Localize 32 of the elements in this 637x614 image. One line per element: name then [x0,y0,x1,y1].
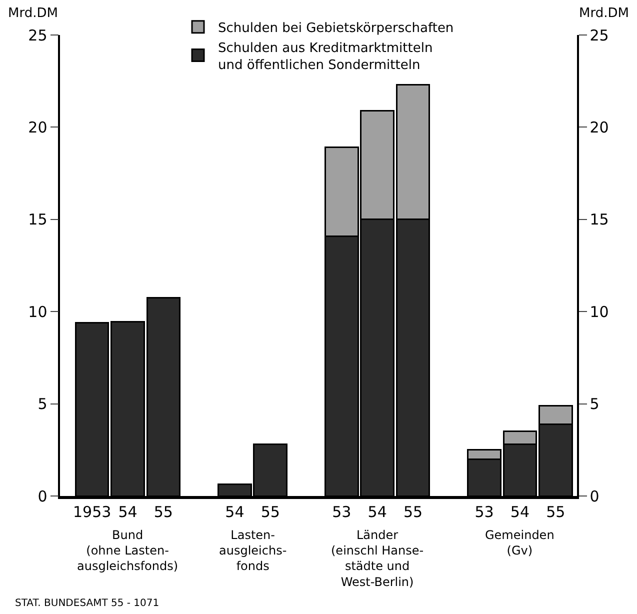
y2-axis-title: Mrd.DM [579,6,629,21]
x-tick-label: 55 [403,503,423,521]
text: STAT. BUNDESAMT 55 - 1071 [15,598,160,609]
y2-tick-label: 25 [590,26,609,44]
x-tick-label: 54 [368,503,387,521]
y2-tick-label: 20 [590,118,609,136]
text: Lasten- ausgleichs- fonds [219,528,287,574]
y-tick-label: 5 [38,395,48,414]
x-tick-label: 1953 [72,503,112,521]
x-tick-label: 55 [260,503,280,521]
y-tick-label: 15 [28,210,48,229]
y2-tick-label: 5 [590,395,600,414]
y-tick-label: 10 [28,302,48,321]
text: Länder (einschl Hanse- städte und West-Berlin) [331,528,424,589]
legend-label: Schulden aus Kreditmarktmitteln und öffentlichen Sondermitteln [218,40,433,73]
y-tick-label: 0 [38,487,48,506]
x-tick-label: 53 [474,503,494,521]
legend-label: Schulden bei Gebietskörperschaften [218,20,454,36]
y2-tick-label: 10 [590,302,609,321]
x-tick-label: 54 [118,503,138,521]
y-axis-title: Mrd.DM [8,6,58,21]
text: Bund (ohne Lasten- ausgleichsfonds) [77,528,178,574]
x-tick-label: 54 [510,503,530,521]
x-tick-label: 55 [154,503,173,521]
y-tick-label: 25 [28,26,48,44]
x-tick-label: 55 [546,503,566,521]
text: Gemeinden (Gv) [485,528,554,558]
y2-tick-label: 15 [590,210,609,229]
y-tick-label: 20 [28,118,48,136]
y2-tick-label: 0 [590,487,600,506]
x-tick-label: 54 [225,503,244,521]
x-tick-label: 53 [332,503,352,521]
